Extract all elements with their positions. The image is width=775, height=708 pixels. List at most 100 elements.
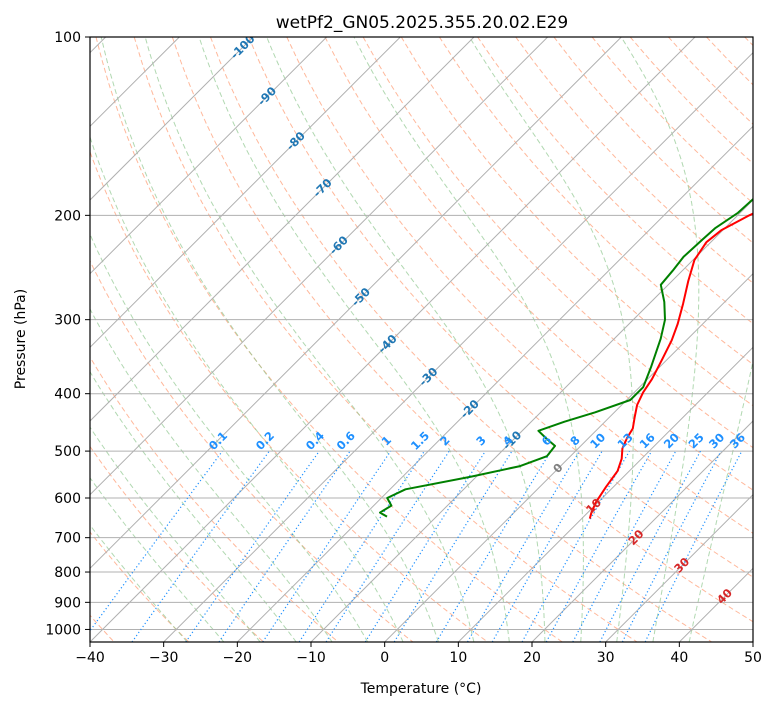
moist-adiabat-line <box>144 37 475 642</box>
mixing-ratio-label: 0.4 <box>303 429 327 453</box>
mixing-ratio-label: 13 <box>615 430 636 451</box>
y-tick-label: 800 <box>54 565 81 581</box>
y-tick-label: 400 <box>54 387 81 403</box>
dry-adiabat-line <box>591 37 753 204</box>
isotherms <box>90 37 753 642</box>
mixing-ratio-label: 0.6 <box>334 429 358 453</box>
moist-adiabat-line <box>620 37 700 642</box>
x-tick-label: 50 <box>744 650 762 666</box>
x-tick-label: 10 <box>449 650 467 666</box>
mixing-ratio-label: 25 <box>686 430 707 451</box>
dry-adiabat-line <box>553 37 753 244</box>
dry-adiabat-line <box>515 37 753 284</box>
y-tick-label: 100 <box>54 30 81 46</box>
isotherm-line <box>752 641 753 642</box>
moist-adiabat-line <box>688 358 753 642</box>
x-tick-label: −20 <box>223 650 253 666</box>
x-tick-label: 20 <box>523 650 541 666</box>
temperature-profile <box>588 212 753 519</box>
y-tick-label: 1000 <box>45 622 81 638</box>
moist-adiabat-line <box>198 37 510 642</box>
mixing-ratio-line <box>521 450 631 642</box>
mixing-ratio-label: 1 <box>379 433 395 449</box>
isotherm-line <box>90 37 696 642</box>
isobars <box>90 37 753 630</box>
isotherm-line <box>163 51 753 642</box>
mixing-ratio-label: 16 <box>637 430 658 451</box>
dry-adiabat-line <box>171 37 712 642</box>
dry-adiabats <box>90 37 753 642</box>
mixing-ratio-label: 36 <box>727 430 748 451</box>
mixing-ratio-line <box>545 450 653 642</box>
isotherm-line <box>310 199 753 642</box>
mixing-ratio-label: 6 <box>539 433 555 449</box>
mixing-ratio-line <box>325 450 450 642</box>
mixing-ratio-label: 0.2 <box>253 429 277 453</box>
isotherm-line <box>531 420 753 642</box>
mixing-ratio-label: 30 <box>706 430 727 451</box>
y-axis-label: Pressure (hPa) <box>13 289 29 389</box>
moist-adiabat-line <box>469 37 634 642</box>
isotherm-line <box>236 125 753 642</box>
mixing-ratio-line <box>131 450 270 642</box>
dry-adiabat-line <box>744 37 753 47</box>
moist-adiabat-line <box>90 426 261 642</box>
x-tick-label: 40 <box>670 650 688 666</box>
dry-adiabat-line <box>438 37 753 366</box>
plot-frame <box>89 36 754 643</box>
mixing-ratio-line <box>262 450 392 642</box>
y-tick-label: 700 <box>54 531 81 547</box>
dry-adiabat-line <box>90 150 488 642</box>
dry-adiabat-line <box>362 37 753 449</box>
dry-adiabat-line <box>90 356 339 642</box>
mixing-ratio-label: 3 <box>473 433 489 449</box>
isotherm-label: 30 <box>671 555 692 576</box>
mixing-ratio-line <box>621 450 722 642</box>
isotherm-line <box>90 37 549 496</box>
dry-adiabat-line <box>706 37 753 86</box>
plot-area: -100-90-80-70-60-50-40-30-20-10010203040… <box>90 37 753 642</box>
dry-adiabat-line <box>90 259 414 642</box>
x-tick-label: −40 <box>75 650 105 666</box>
x-tick-label: 30 <box>597 650 615 666</box>
isotherm-line <box>90 37 328 275</box>
dry-adiabat-line <box>95 37 563 642</box>
dry-adiabat-line <box>90 445 264 642</box>
axes: −40 −30 −20 −10 0 10 20 30 40 5010020030040050060… <box>45 30 762 666</box>
dewpoint-profile <box>379 197 753 518</box>
dry-adiabat-line <box>210 37 753 623</box>
x-tick-label: 0 <box>380 650 389 666</box>
mixing-ratio-line <box>599 450 702 642</box>
isotherm-label: -20 <box>457 397 482 422</box>
chart-title: wetPf2_GN05.2025.355.20.02.E29 <box>276 13 568 33</box>
mixing-ratio-line <box>466 450 580 642</box>
isotherm-line <box>90 37 475 422</box>
dry-adiabat-line <box>477 37 753 325</box>
y-tick-label: 900 <box>54 595 81 611</box>
mixing-ratio-line <box>572 450 677 642</box>
moist-adiabat-line <box>90 232 369 642</box>
isotherm-line <box>384 272 753 642</box>
y-tick-label: 200 <box>54 208 81 224</box>
mixing-ratio-line <box>90 450 223 632</box>
isotherm-line <box>90 37 622 570</box>
dry-adiabat-line <box>400 37 753 407</box>
profiles <box>379 197 753 519</box>
mixing-ratio-line <box>364 450 486 642</box>
dry-adiabat-line <box>133 37 638 642</box>
isotherm-line <box>457 346 753 642</box>
isotherm-line <box>90 37 254 201</box>
dry-adiabat-line <box>286 37 753 534</box>
moist-adiabat-line <box>100 37 439 642</box>
isotherm-line <box>605 493 753 642</box>
moist-adiabat-line <box>90 370 297 642</box>
x-tick-label: −10 <box>296 650 326 666</box>
isotherm-label: 10 <box>583 495 604 516</box>
dry-adiabat-line <box>90 531 190 642</box>
dry-adiabat-line <box>248 37 753 578</box>
y-tick-label: 500 <box>54 444 81 460</box>
dry-adiabat-line <box>324 37 753 491</box>
mixing-ratio-line <box>298 450 425 642</box>
moist-adiabat-line <box>90 476 225 642</box>
